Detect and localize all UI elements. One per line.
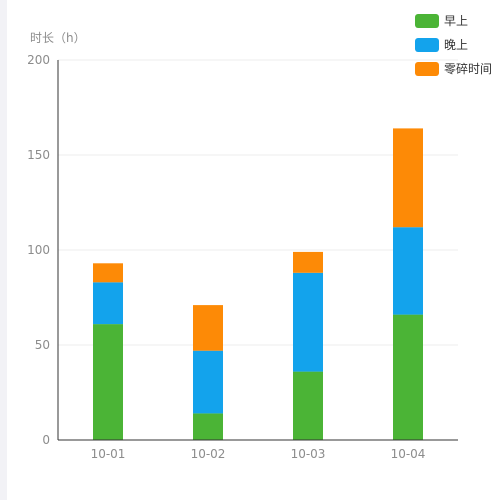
legend-swatch — [415, 14, 439, 28]
legend-swatch — [415, 38, 439, 52]
grid-lines — [58, 59, 458, 346]
bar-segment-1[interactable] — [193, 413, 223, 440]
bar-segment-3[interactable] — [93, 263, 123, 283]
legend-label: 晚上 — [444, 38, 468, 52]
chart-canvas: 时长（h） 0 50 100 150 200 10-01 10-02 10-03 10-04 早… — [7, 0, 500, 500]
bar-segment-2[interactable] — [393, 227, 423, 315]
y-tick-label: 50 — [35, 338, 50, 352]
legend-item[interactable]: 早上 — [415, 14, 468, 28]
bar-segment-2[interactable] — [293, 272, 323, 372]
y-tick-label: 200 — [27, 53, 50, 67]
bar-segment-2[interactable] — [93, 282, 123, 325]
bar-segment-1[interactable] — [293, 371, 323, 440]
bar-segment-3[interactable] — [293, 251, 323, 273]
legend-item[interactable]: 零碎时间 — [415, 61, 492, 76]
side-strip — [0, 0, 7, 500]
y-tick-label: 150 — [27, 148, 50, 162]
y-tick-label: 0 — [42, 433, 50, 447]
bar-segment-3[interactable] — [193, 305, 223, 351]
axes — [57, 60, 458, 441]
x-tick-label: 10-02 — [191, 447, 226, 461]
y-tick-label: 100 — [27, 243, 50, 257]
x-tick-label: 10-01 — [91, 447, 126, 461]
legend-item[interactable]: 晚上 — [415, 38, 468, 52]
legend-swatch — [415, 62, 439, 76]
x-tick-label: 10-04 — [391, 447, 426, 461]
bar-segment-2[interactable] — [193, 350, 223, 414]
x-tick-label: 10-03 — [291, 447, 326, 461]
bars — [93, 128, 423, 440]
legend-label: 早上 — [444, 14, 468, 28]
tick-labels: 0 50 100 150 200 10-01 10-02 10-03 10-04 — [27, 53, 425, 461]
bar-segment-3[interactable] — [393, 128, 423, 228]
legend-label: 零碎时间 — [444, 61, 492, 76]
y-axis-title: 时长（h） — [30, 31, 86, 45]
bar-segment-1[interactable] — [393, 314, 423, 440]
stacked-bar-chart: 时长（h） 0 50 100 150 200 10-01 10-02 10-03 10-04 早… — [27, 14, 492, 461]
bar-segment-1[interactable] — [93, 324, 123, 440]
